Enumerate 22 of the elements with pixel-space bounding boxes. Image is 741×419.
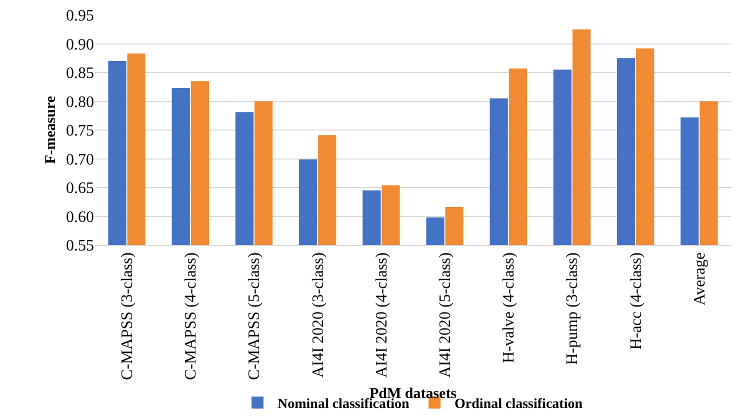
y-tick-label: 0.95 [66, 8, 94, 25]
y-tick-label: 0.85 [66, 65, 94, 82]
x-tick-label: AI4I 2020 (3-class) [310, 252, 327, 378]
y-tick-label: 0.60 [66, 208, 94, 226]
x-tick-label: H-acc (4-class) [628, 252, 645, 350]
y-tick-label: 0.55 [66, 238, 94, 255]
x-tick-label: H-valve (4-class) [500, 252, 518, 364]
x-tick-label: H-pump (3-class) [564, 252, 582, 365]
x-tick-label: AI4I 2020 (4-class) [373, 252, 390, 378]
x-tick-label: C-MAPSS (3-class) [119, 252, 136, 380]
x-tick-label: C-MAPSS (4-class) [182, 252, 200, 380]
y-tick-label: 0.65 [66, 180, 94, 198]
legend-label: Nominal classification [278, 397, 410, 412]
x-tick-label: C-MAPSS (5-class) [246, 252, 264, 380]
y-tick-label: 0.70 [66, 151, 94, 168]
legend-label: Ordinal classification [454, 397, 583, 412]
y-tick-label: 0.80 [66, 94, 94, 111]
y-axis-title: F-measure [43, 96, 59, 164]
x-tick-label: Average [691, 252, 708, 306]
x-tick-label: AI4I 2020 (5-class) [437, 252, 454, 378]
y-tick-label: 0.75 [66, 122, 94, 140]
y-tick-label: 0.90 [66, 36, 94, 54]
